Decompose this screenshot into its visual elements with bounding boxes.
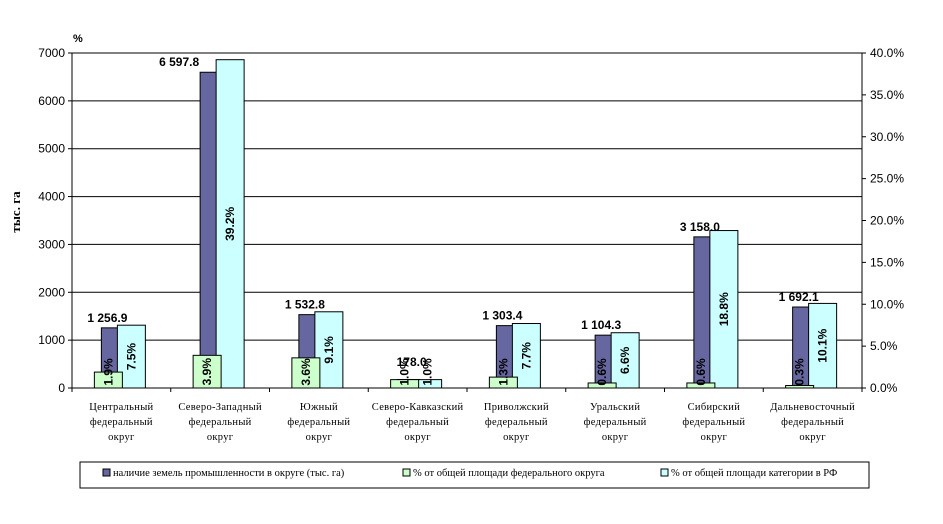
x-tick-label: Приволжский федеральный округ <box>484 402 549 443</box>
data-label-industry-land: 6 597.8 <box>159 55 199 69</box>
bar-share-of-category <box>610 332 640 389</box>
legend-label: % от общей площади федерального округа <box>413 468 605 479</box>
data-label-share-of-district: 1.3% <box>496 358 510 386</box>
data-label-share-of-district: 3.6% <box>299 358 313 386</box>
y-tick-label-right: 10.0% <box>870 297 904 311</box>
data-label-share-of-district: 0.6% <box>694 358 708 386</box>
data-label-share-of-category: 18.8% <box>717 292 731 326</box>
y-tick-label-left: 5000 <box>38 142 65 156</box>
data-label-share-of-category: 9.1% <box>322 336 336 364</box>
data-label-share-of-category: 7.7% <box>519 342 533 370</box>
y-tick-label-left: 2000 <box>38 285 65 299</box>
data-label-industry-land: 1 303.4 <box>482 309 522 323</box>
data-label-share-of-district: 1.0% <box>398 358 412 386</box>
data-label-share-of-district: 3.9% <box>200 358 214 386</box>
x-tick-label: Северо-Западный федеральный округ <box>178 402 262 443</box>
bar-share-of-category <box>808 302 838 389</box>
bar-share-of-district <box>291 357 321 389</box>
y-tick-label-right: 5.0% <box>870 339 898 353</box>
x-tick-label: Центральный федеральный округ <box>89 402 153 443</box>
legend-swatch <box>402 468 411 477</box>
y-tick-label-right: 40.0% <box>870 46 904 60</box>
y-tick-label-left: 1000 <box>38 333 65 347</box>
y-axis-label-left: тыс. га <box>8 191 23 233</box>
y-tick-label-left: 3000 <box>38 237 65 251</box>
y-tick-label-right: 25.0% <box>870 172 904 186</box>
y-axis-label-right: % <box>73 33 83 45</box>
y-tick-label-left: 7000 <box>38 46 65 60</box>
y-tick-label-left: 4000 <box>38 190 65 204</box>
data-label-industry-land: 178.0 <box>397 355 427 369</box>
x-tick-label: Северо-Кавказский федеральный округ <box>372 402 464 443</box>
bar-share-of-category <box>709 230 739 389</box>
legend-box <box>79 461 870 489</box>
data-label-share-of-district: 0.6% <box>595 358 609 386</box>
data-label-share-of-category: 1.0% <box>421 358 435 386</box>
y-tick-label-right: 15.0% <box>870 255 904 269</box>
y-tick-label-left: 6000 <box>38 94 65 108</box>
data-label-industry-land: 1 104.3 <box>581 318 621 332</box>
x-tick-label: Сибирский федеральный округ <box>682 402 745 443</box>
data-label-share-of-category: 39.2% <box>223 207 237 241</box>
y-tick-label-right: 0.0% <box>870 381 898 395</box>
legend-label: наличие земель промышленности в округе (… <box>113 468 345 479</box>
data-label-industry-land: 1 692.1 <box>779 290 819 304</box>
data-label-industry-land: 1 532.8 <box>285 298 325 312</box>
y-tick-label-right: 35.0% <box>870 88 904 102</box>
data-label-industry-land: 3 158.0 <box>680 220 720 234</box>
data-label-share-of-category: 6.6% <box>618 346 632 374</box>
y-tick-label-left: 0 <box>58 381 65 395</box>
y-tick-label-right: 30.0% <box>870 130 904 144</box>
legend: наличие земель промышленности в округе (… <box>79 461 870 489</box>
legend-swatch <box>660 468 669 477</box>
x-tick-label: Дальневосточный федеральный округ <box>770 402 855 443</box>
data-label-share-of-category: 7.5% <box>124 343 138 371</box>
data-label-industry-land: 1 256.9 <box>87 311 127 325</box>
data-label-share-of-category: 10.1% <box>816 328 830 362</box>
legend-label: % от общей площади категории в РФ <box>671 468 837 479</box>
x-tick-label: Южный федеральный округ <box>287 402 350 443</box>
y-tick-label-right: 20.0% <box>870 214 904 228</box>
data-label-share-of-district: 0.3% <box>793 358 807 386</box>
x-tick-label: Уральский федеральный округ <box>584 402 647 443</box>
legend-swatch <box>102 468 111 477</box>
data-label-share-of-district: 1.9% <box>101 358 115 386</box>
bar-share-of-category <box>116 324 146 389</box>
